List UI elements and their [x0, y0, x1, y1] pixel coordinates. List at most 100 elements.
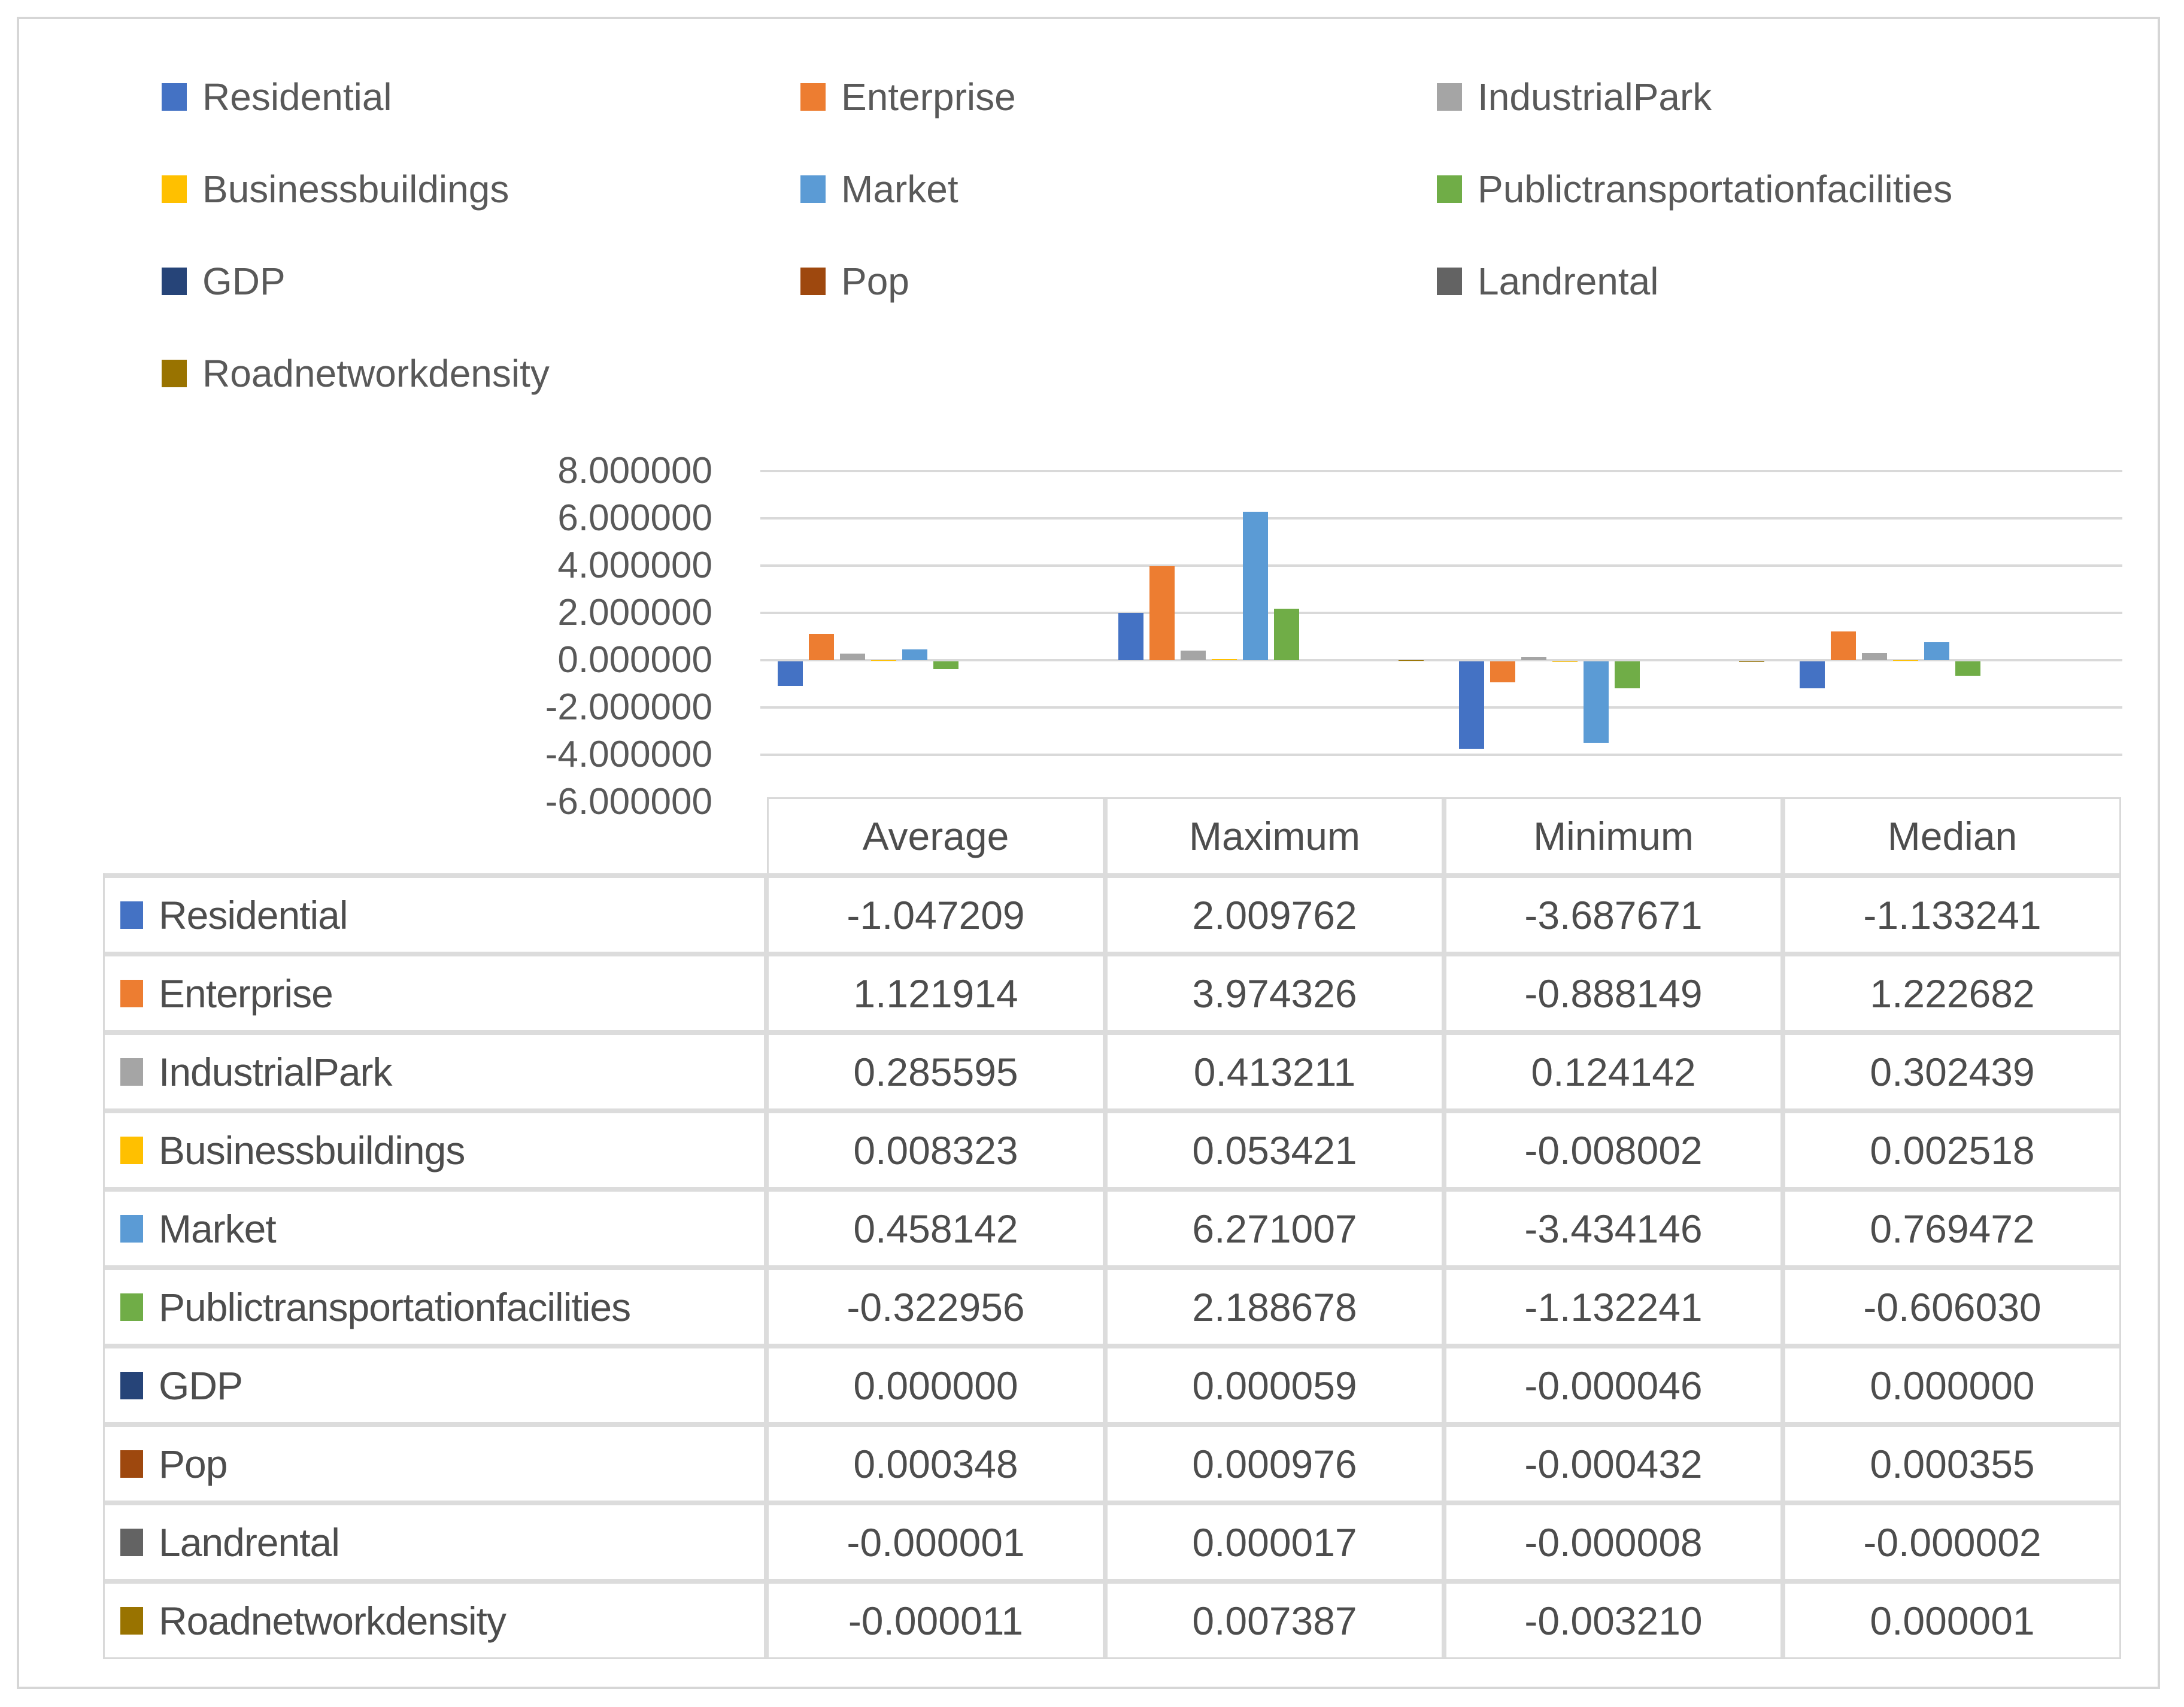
table-cell-gdp-maximum[interactable]: 0.000059 — [1108, 1348, 1442, 1422]
bar-enterprise-minimum[interactable] — [1490, 661, 1515, 683]
bar-industrialpark-minimum[interactable] — [1521, 657, 1546, 660]
table-cell-landrental-maximum[interactable]: 0.000017 — [1108, 1505, 1442, 1579]
bar-enterprise-median[interactable] — [1830, 631, 1856, 660]
table-header-cell-average[interactable]: Average — [769, 799, 1103, 873]
table-cell-enterprise-maximum[interactable]: 3.974326 — [1108, 956, 1442, 1030]
table-cell-landrental-minimum[interactable]: -0.000008 — [1446, 1505, 1780, 1579]
table-cell-pop-maximum[interactable]: 0.000976 — [1108, 1427, 1442, 1501]
row-color-swatch — [120, 1371, 143, 1399]
table-header-cell-minimum[interactable]: Minimum — [1446, 799, 1780, 873]
legend-item-market[interactable]: Market — [800, 167, 1437, 211]
legend-item-label: Publictransportationfacilities — [1478, 168, 1953, 211]
table-cell-market-median[interactable]: 0.769472 — [1785, 1192, 2119, 1265]
row-label-cell-pop[interactable]: Pop — [105, 1427, 764, 1501]
row-label: Roadnetworkdensity — [159, 1598, 506, 1643]
table-cell-businessbuildings-median[interactable]: 0.002518 — [1785, 1113, 2119, 1187]
table-cell-gdp-median[interactable]: 0.000000 — [1785, 1348, 2119, 1422]
y-axis-tick-label: -4.000000 — [545, 734, 712, 775]
table-cell-industrialpark-median[interactable]: 0.302439 — [1785, 1035, 2119, 1108]
legend-item-industrialpark[interactable]: IndustrialPark — [1437, 75, 1952, 119]
row-label-cell-residential[interactable]: Residential — [105, 878, 764, 952]
legend-item-roadnetworkdensity[interactable]: Roadnetworkdensity — [162, 351, 800, 396]
table-cell-businessbuildings-average[interactable]: 0.008323 — [769, 1113, 1103, 1187]
bar-residential-average[interactable] — [778, 661, 803, 687]
table-cell-pop-average[interactable]: 0.000348 — [769, 1427, 1103, 1501]
bar-market-average[interactable] — [902, 649, 928, 660]
row-label: Market — [159, 1206, 277, 1251]
row-label-cell-businessbuildings[interactable]: Businessbuildings — [105, 1113, 764, 1187]
row-label-cell-roadnetworkdensity[interactable]: Roadnetworkdensity — [105, 1584, 764, 1657]
bar-publictransportationfacilities-minimum[interactable] — [1614, 661, 1640, 688]
row-label-cell-enterprise[interactable]: Enterprise — [105, 956, 764, 1030]
bar-businessbuildings-maximum[interactable] — [1212, 658, 1237, 660]
table-cell-roadnetworkdensity-average[interactable]: -0.000011 — [769, 1584, 1103, 1657]
table-cell-landrental-average[interactable]: -0.000001 — [769, 1505, 1103, 1579]
table-cell-residential-maximum[interactable]: 2.009762 — [1108, 878, 1442, 952]
legend-color-swatch — [800, 175, 826, 203]
table-cell-industrialpark-minimum[interactable]: 0.124142 — [1446, 1035, 1780, 1108]
bar-enterprise-maximum[interactable] — [1149, 566, 1175, 660]
bar-market-median[interactable] — [1924, 642, 1949, 660]
table-cell-publictransportationfacilities-median[interactable]: -0.606030 — [1785, 1270, 2119, 1344]
table-header-cell-maximum[interactable]: Maximum — [1108, 799, 1442, 873]
bar-industrialpark-median[interactable] — [1861, 653, 1887, 660]
gridline — [760, 470, 2122, 472]
bar-publictransportationfacilities-average[interactable] — [933, 661, 959, 669]
table-cell-roadnetworkdensity-minimum[interactable]: -0.003210 — [1446, 1584, 1780, 1657]
table-cell-roadnetworkdensity-median[interactable]: 0.000001 — [1785, 1584, 2119, 1657]
table-cell-residential-average[interactable]: -1.047209 — [769, 878, 1103, 952]
table-cell-enterprise-average[interactable]: 1.121914 — [769, 956, 1103, 1030]
table-cell-businessbuildings-minimum[interactable]: -0.008002 — [1446, 1113, 1780, 1187]
row-label-cell-gdp[interactable]: GDP — [105, 1348, 764, 1422]
bar-residential-minimum[interactable] — [1458, 661, 1484, 749]
bar-industrialpark-average[interactable] — [840, 653, 866, 660]
row-label: Landrental — [159, 1520, 340, 1565]
table-cell-landrental-median[interactable]: -0.000002 — [1785, 1505, 2119, 1579]
table-cell-enterprise-median[interactable]: 1.222682 — [1785, 956, 2119, 1030]
table-cell-publictransportationfacilities-minimum[interactable]: -1.132241 — [1446, 1270, 1780, 1344]
bar-publictransportationfacilities-maximum[interactable] — [1274, 608, 1300, 660]
row-label-cell-landrental[interactable]: Landrental — [105, 1505, 764, 1579]
table-cell-market-minimum[interactable]: -3.434146 — [1446, 1192, 1780, 1265]
legend-item-publictransportationfacilities[interactable]: Publictransportationfacilities — [1437, 167, 1952, 211]
table-cell-businessbuildings-maximum[interactable]: 0.053421 — [1108, 1113, 1442, 1187]
legend-item-businessbuildings[interactable]: Businessbuildings — [162, 167, 800, 211]
table-cell-pop-minimum[interactable]: -0.000432 — [1446, 1427, 1780, 1501]
table-cell-market-maximum[interactable]: 6.271007 — [1108, 1192, 1442, 1265]
legend-color-swatch — [162, 268, 187, 295]
row-label-cell-market[interactable]: Market — [105, 1192, 764, 1265]
row-label-cell-industrialpark[interactable]: IndustrialPark — [105, 1035, 764, 1108]
bar-enterprise-average[interactable] — [809, 633, 835, 660]
table-header-cell-median[interactable]: Median — [1785, 799, 2119, 873]
legend-item-residential[interactable]: Residential — [162, 75, 800, 119]
legend-item-landrental[interactable]: Landrental — [1437, 259, 1952, 303]
table-cell-industrialpark-average[interactable]: 0.285595 — [769, 1035, 1103, 1108]
legend-item-gdp[interactable]: GDP — [162, 259, 800, 303]
row-label: IndustrialPark — [159, 1049, 393, 1094]
bar-residential-median[interactable] — [1799, 661, 1825, 688]
table-cell-roadnetworkdensity-maximum[interactable]: 0.007387 — [1108, 1584, 1442, 1657]
legend-item-enterprise[interactable]: Enterprise — [800, 75, 1437, 119]
bar-residential-maximum[interactable] — [1118, 612, 1144, 660]
table-cell-residential-median[interactable]: -1.133241 — [1785, 878, 2119, 952]
table-cell-publictransportationfacilities-average[interactable]: -0.322956 — [769, 1270, 1103, 1344]
table-cell-residential-minimum[interactable]: -3.687671 — [1446, 878, 1780, 952]
row-label-cell-publictransportationfacilities[interactable]: Publictransportationfacilities — [105, 1270, 764, 1344]
table-cell-industrialpark-maximum[interactable]: 0.413211 — [1108, 1035, 1442, 1108]
bar-market-maximum[interactable] — [1243, 512, 1269, 660]
table-cell-pop-median[interactable]: 0.000355 — [1785, 1427, 2119, 1501]
bar-industrialpark-maximum[interactable] — [1181, 650, 1206, 660]
row-color-swatch — [120, 1214, 143, 1243]
table-cell-gdp-minimum[interactable]: -0.000046 — [1446, 1348, 1780, 1422]
bar-publictransportationfacilities-median[interactable] — [1955, 661, 1980, 676]
row-color-swatch — [120, 1136, 143, 1164]
legend-item-pop[interactable]: Pop — [800, 259, 1437, 303]
legend-item-label: Roadnetworkdensity — [202, 352, 550, 395]
table-cell-market-average[interactable]: 0.458142 — [769, 1192, 1103, 1265]
table-cell-enterprise-minimum[interactable]: -0.888149 — [1446, 956, 1780, 1030]
table-cell-publictransportationfacilities-maximum[interactable]: 2.188678 — [1108, 1270, 1442, 1344]
table-cell-gdp-average[interactable]: 0.000000 — [769, 1348, 1103, 1422]
bar-market-minimum[interactable] — [1583, 661, 1609, 743]
gridline — [760, 754, 2122, 756]
